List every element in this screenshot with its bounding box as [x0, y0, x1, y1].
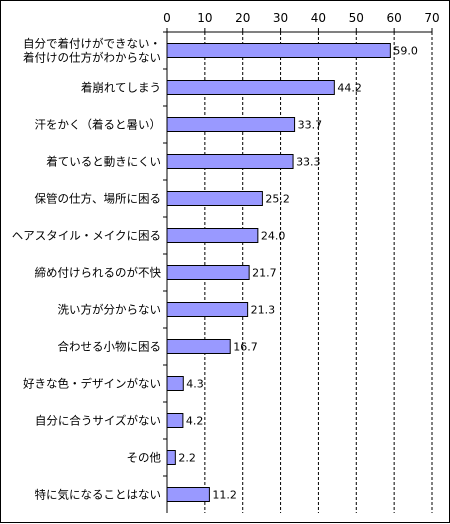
bar	[166, 80, 335, 95]
x-tick-label: 40	[311, 11, 326, 25]
bar	[166, 376, 184, 391]
data-label: 4.3	[186, 378, 204, 391]
x-tick-label: 0	[163, 11, 171, 25]
bar	[166, 43, 391, 58]
bar	[166, 487, 210, 502]
x-tick-label: 50	[349, 11, 364, 25]
data-label: 25.2	[265, 193, 290, 206]
bar	[166, 228, 259, 243]
category-label: 洗い方が分からない	[58, 303, 162, 317]
category-label: 保管の仕方、場所に困る	[35, 192, 162, 206]
bar	[166, 450, 176, 465]
bar	[166, 302, 249, 317]
bar	[166, 154, 294, 169]
bar	[166, 413, 184, 428]
category-label: 汗をかく（着ると暑い）	[35, 118, 162, 132]
data-label: 16.7	[233, 341, 258, 354]
data-label: 24.0	[261, 230, 286, 243]
data-label: 44.2	[337, 82, 362, 95]
bar	[166, 191, 263, 206]
x-tick-label: 30	[273, 11, 288, 25]
bar	[166, 265, 250, 280]
x-tick-label: 20	[235, 11, 250, 25]
bar	[166, 117, 296, 132]
category-label: 着崩れてしまう	[81, 81, 161, 95]
category-label: 着付けの仕方がわからない	[23, 51, 161, 65]
category-label: 特に気になることはない	[35, 488, 162, 502]
data-label: 2.2	[178, 452, 196, 465]
data-label: 4.2	[186, 415, 204, 428]
category-label: その他	[127, 451, 162, 465]
category-label: 合わせる小物に困る	[58, 340, 162, 354]
category-label: 好きな色・デザインがない	[23, 377, 161, 391]
data-label: 59.0	[393, 45, 418, 58]
category-label: 締め付けられるのが不快	[35, 266, 162, 280]
x-tick-label: 10	[197, 11, 212, 25]
data-label: 21.7	[252, 267, 277, 280]
x-tick-label: 60	[387, 11, 402, 25]
category-label: 着ていると動きにくい	[46, 155, 161, 169]
data-label: 11.2	[212, 489, 237, 502]
category-label: 自分に合うサイズがない	[35, 414, 161, 428]
category-label: ヘアスタイル・メイクに困る	[12, 229, 161, 243]
category-label: 自分で着付けができない・	[23, 37, 161, 51]
x-tick-label: 70	[424, 11, 439, 25]
data-label: 33.3	[296, 156, 321, 169]
bar	[166, 339, 231, 354]
data-label: 33.7	[298, 119, 323, 132]
data-label: 21.3	[251, 304, 276, 317]
